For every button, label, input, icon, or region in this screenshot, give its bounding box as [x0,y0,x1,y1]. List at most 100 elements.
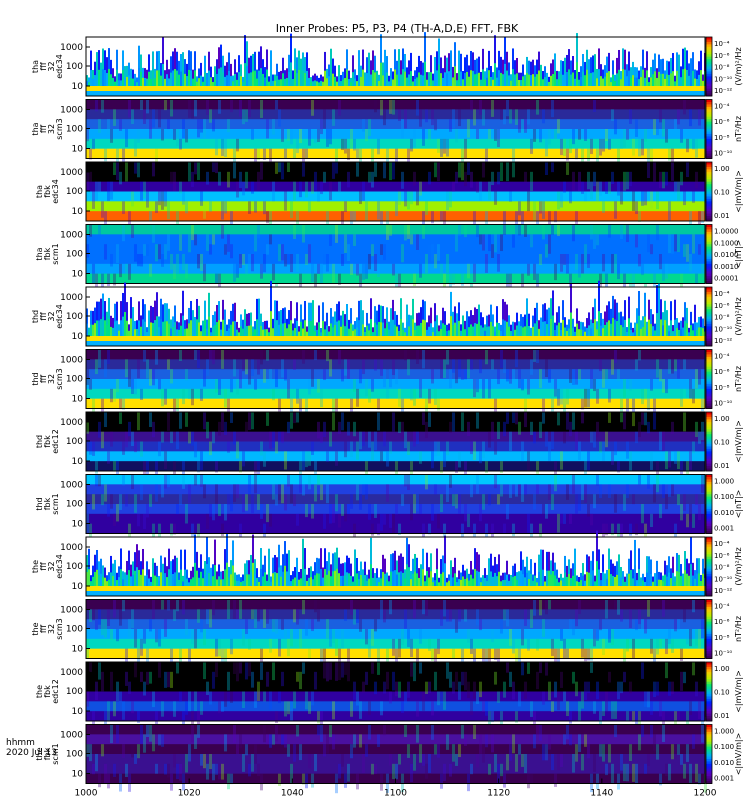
spectrogram-column [238,574,240,586]
spectrogram-column [617,461,620,473]
spectrogram-column [260,46,262,86]
spectrogram-column [146,724,149,737]
spectrogram-column [95,99,98,112]
spectrogram-column [611,171,614,185]
spectrogram-column [134,629,137,648]
colorbar-segment [706,416,712,420]
spectrogram-column [618,571,620,586]
spectrogram-column [594,581,596,586]
spectrogram-column [206,99,209,115]
spectrogram-column [620,191,623,205]
spectrogram-column [352,576,354,586]
spectrogram-column [293,691,296,709]
spectrogram-column [407,681,410,698]
spectrogram-column [419,451,422,464]
spectrogram-column [412,75,414,86]
spectrogram-column [262,329,264,336]
spectrogram-column [338,557,340,586]
spectrogram-column [608,569,610,586]
spectrogram-column [296,211,299,225]
spectrogram-column [524,224,527,237]
spectrogram-column [472,578,474,586]
spectrogram-column [288,550,290,586]
spectrogram-column [320,119,323,135]
spectrogram-column [659,254,662,270]
spectrogram-column [266,320,268,336]
panel-ylabel-line: tha [35,247,44,260]
spectrogram-column [368,431,371,448]
colorbar-segment [706,86,712,90]
spectrogram-column [516,312,518,336]
colorbar-segment [706,83,712,87]
spectrogram-column [410,763,413,783]
spectrogram-column [239,734,242,749]
spectrogram-column [368,71,370,86]
spectrogram-column [202,329,204,336]
spectrogram-column [527,191,530,212]
spectrogram-column [140,54,142,86]
spectrogram-column [196,570,198,586]
spectrogram-column [128,619,131,638]
spectrogram-column [178,579,180,586]
spectrogram-column [449,191,452,208]
spectrogram-column [461,671,464,686]
spectrogram-column [167,474,170,488]
spectrogram-column [570,312,572,336]
spectrogram-column [298,331,300,336]
spectrogram-column [305,181,308,198]
spectrogram-column [404,724,407,738]
spectrogram-column [437,638,440,655]
colorbar-label: nT²/Hz [734,616,743,642]
spectrogram-column [332,58,334,86]
spectrogram-column [359,273,362,291]
colorbar-segment [706,213,712,217]
spectrogram-column [168,308,170,336]
spectrogram-column [592,72,594,86]
panel-ylabel-line: fbk [43,247,52,260]
spectrogram-column [263,609,266,628]
spectrogram-column [328,326,330,336]
colorbar-segment [706,486,712,490]
spectrogram-column [486,581,488,586]
spectrogram-column [654,330,656,336]
spectrogram-column [440,320,442,336]
spectrogram-column [536,484,539,495]
spectrogram-column [611,254,614,274]
spectrogram-column [432,80,434,86]
colorbar-segment [706,39,712,43]
spectrogram-column [184,328,186,336]
x-axis-label-line1: hhmm [6,738,35,748]
spectrogram-column [659,431,662,451]
spectrogram-column [425,421,428,439]
spectrogram-column [388,321,390,336]
spectrogram-column [563,138,566,156]
spectrogram-column [466,578,468,586]
spectrogram-column [438,38,440,86]
spectrogram-column [142,299,144,336]
spectrogram-column [692,323,694,336]
spectrogram-column [230,574,232,586]
spectrogram-column [464,171,467,187]
spectrogram-column [212,349,215,365]
spectrogram-column [474,568,476,586]
spectrogram-column [233,148,236,162]
spectrogram-column [450,69,452,86]
spectrogram-column [140,71,142,86]
spectrogram-column [407,191,410,210]
spectrogram-column [446,330,448,336]
spectrogram-column [500,234,503,252]
y-tick-label: 100 [66,687,83,697]
spectrogram-column [701,724,704,743]
spectrogram-column [508,580,510,586]
spectrogram-column [647,398,650,411]
x-tick-label: 1040 [281,789,304,799]
spectrogram-column [464,504,467,522]
spectrogram-column [185,619,188,636]
spectrogram-column [216,73,218,86]
spectrogram-column [506,662,509,673]
spectrogram-column [473,681,476,699]
spectrogram-column [86,129,89,142]
spectrogram-column [220,44,222,86]
spectrogram-column [680,66,682,86]
colorbar-segment [706,636,712,640]
